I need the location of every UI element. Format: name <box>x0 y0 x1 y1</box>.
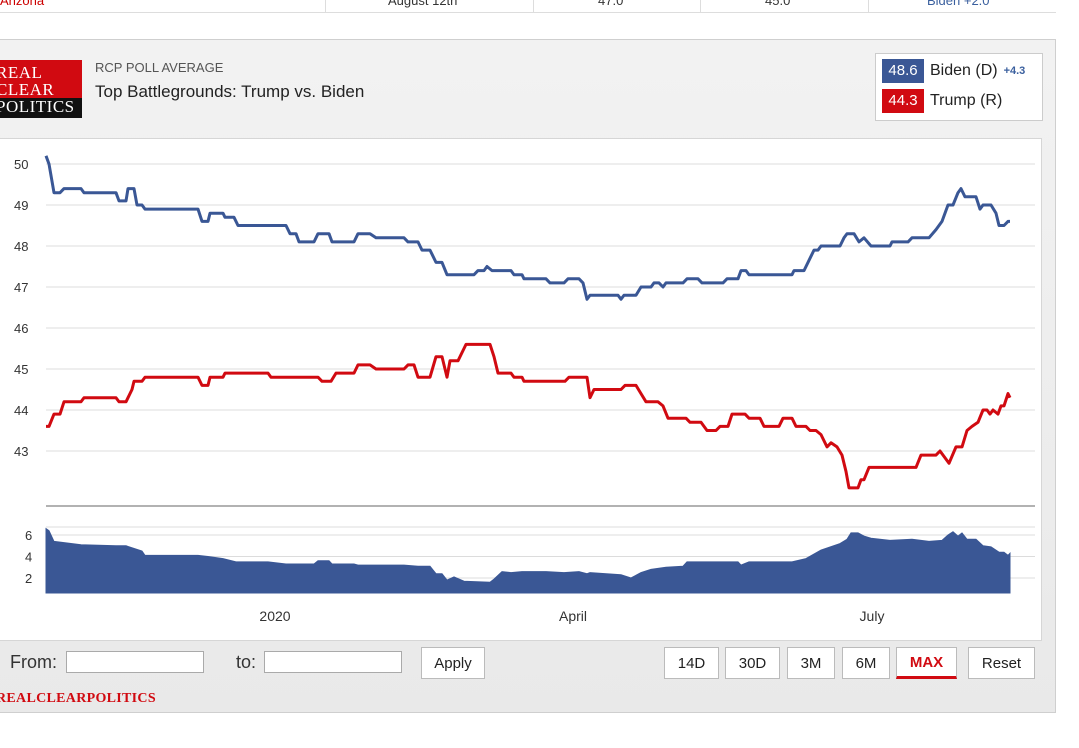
chart-subtitle: RCP POLL AVERAGE <box>95 60 224 75</box>
navigator-y-tick-label: 4 <box>25 550 32 565</box>
from-date-input[interactable] <box>66 651 204 673</box>
y-tick-label: 47 <box>14 280 28 295</box>
rcp-chart-widget: REAL CLEAR POLITICS RCP POLL AVERAGE Top… <box>0 39 1056 713</box>
y-tick-label: 49 <box>14 198 28 213</box>
biden-spread: +4.3 <box>1003 65 1026 77</box>
column-divider <box>533 0 534 12</box>
to-label: to: <box>236 652 257 672</box>
logo-line-2: CLEAR <box>0 80 55 99</box>
range-controls: From: to: Apply 14D 30D 3M 6M MAX Reset <box>0 640 1041 686</box>
trump-name: Trump (R) <box>930 92 1003 109</box>
x-tick-label: 2020 <box>259 608 290 624</box>
logo-line-3: POLITICS <box>0 97 75 116</box>
table-row-arizona: Arizona August 12th 47.0 45.0 Biden +2.0 <box>0 0 1056 13</box>
poll-value-2: 45.0 <box>765 0 791 8</box>
logo-line-1: REAL <box>0 63 43 82</box>
x-tick-label: April <box>559 608 587 624</box>
y-tick-label: 48 <box>14 239 28 254</box>
y-tick-label: 46 <box>14 321 28 336</box>
range-14d-button[interactable]: 14D <box>664 647 719 679</box>
y-tick-label: 43 <box>14 444 28 459</box>
poll-spread: Biden +2.0 <box>927 0 990 8</box>
navigator-spread-area <box>45 527 1011 594</box>
from-label: From: <box>10 652 57 672</box>
range-max-button[interactable]: MAX <box>896 647 957 679</box>
footer-brand[interactable]: REALCLEARPOLITICS <box>0 691 156 706</box>
column-divider <box>700 0 701 12</box>
apply-button[interactable]: Apply <box>421 647 485 679</box>
x-tick-label: July <box>860 608 885 624</box>
chart-legend: 48.6 Biden (D) +4.3 44.3 Trump (R) <box>875 53 1043 121</box>
reset-button[interactable]: Reset <box>968 647 1035 679</box>
navigator-y-tick-label: 2 <box>25 571 32 586</box>
poll-date: August 12th <box>388 0 458 8</box>
y-tick-label: 45 <box>14 362 28 377</box>
range-6m-button[interactable]: 6M <box>842 647 890 679</box>
trump-value-box: 44.3 <box>882 89 924 113</box>
poll-value-1: 47.0 <box>598 0 624 8</box>
y-tick-label: 50 <box>14 157 28 172</box>
chart-svg[interactable]: 50 49 48 47 46 45 44 43 6 4 2 2020 April July <box>0 138 1041 639</box>
biden-value-box: 48.6 <box>882 59 924 83</box>
legend-item-biden[interactable]: 48.6 Biden (D) +4.3 <box>882 58 1025 84</box>
chart-title: Top Battlegrounds: Trump vs. Biden <box>95 82 365 101</box>
series-line-trump <box>46 342 1012 490</box>
to-date-input[interactable] <box>264 651 402 673</box>
legend-item-trump[interactable]: 44.3 Trump (R) <box>882 88 1002 114</box>
y-tick-label: 44 <box>14 403 28 418</box>
logo-red-block <box>0 60 82 98</box>
column-divider <box>325 0 326 12</box>
series-line-biden <box>44 155 1010 301</box>
state-name[interactable]: Arizona <box>0 0 45 8</box>
range-30d-button[interactable]: 30D <box>725 647 780 679</box>
navigator-y-tick-label: 6 <box>25 528 32 543</box>
column-divider <box>868 0 869 12</box>
rcp-logo: REAL CLEAR POLITICS <box>0 60 82 118</box>
biden-name: Biden (D) <box>930 62 998 79</box>
range-3m-button[interactable]: 3M <box>787 647 835 679</box>
